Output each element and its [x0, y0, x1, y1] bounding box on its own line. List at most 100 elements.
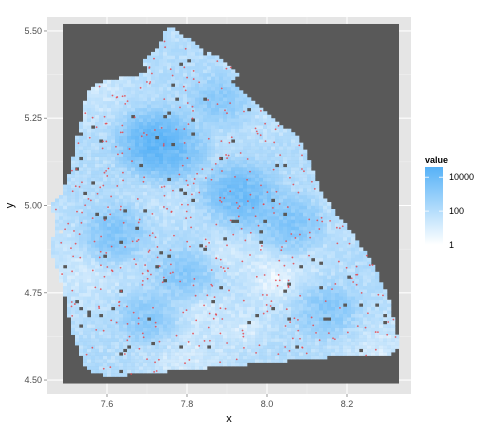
- heatmap-cell: [107, 143, 111, 147]
- heatmap-cell: [71, 181, 75, 185]
- heatmap-cell: [127, 153, 131, 157]
- heatmap-cell: [311, 268, 315, 272]
- heatmap-cell: [271, 118, 275, 122]
- heatmap-cell: [175, 192, 179, 196]
- heatmap-cell: [219, 111, 223, 115]
- heatmap-cell: [279, 181, 283, 185]
- heatmap-cell: [211, 342, 215, 346]
- heatmap-cell: [91, 164, 95, 168]
- heatmap-cell: [199, 83, 203, 87]
- heatmap-cell: [255, 181, 259, 185]
- heatmap-cell: [211, 118, 215, 122]
- heatmap-cell: [215, 233, 219, 237]
- heatmap-cell: [75, 192, 79, 196]
- heatmap-cell: [215, 136, 219, 140]
- heatmap-cell: [159, 195, 163, 199]
- heatmap-cell: [219, 164, 223, 168]
- heatmap-cell: [259, 261, 263, 265]
- heatmap-cell: [107, 310, 111, 314]
- heatmap-cell: [231, 342, 235, 346]
- heatmap-cell: [159, 97, 163, 101]
- heatmap-cell: [91, 97, 95, 101]
- heatmap-cell: [79, 349, 83, 353]
- heatmap-cell: [271, 261, 275, 265]
- heatmap-cell: [311, 275, 315, 279]
- heatmap-cell: [235, 324, 239, 328]
- heatmap-cell: [171, 101, 175, 105]
- heatmap-cell: [291, 244, 295, 248]
- heatmap-cell: [207, 352, 211, 356]
- heatmap-cell: [283, 261, 287, 265]
- heatmap-cell: [87, 324, 91, 328]
- heatmap-cell: [179, 212, 183, 216]
- heatmap-cell: [259, 324, 263, 328]
- heatmap-cell: [235, 345, 239, 349]
- heatmap-cell: [151, 349, 155, 353]
- heatmap-cell: [119, 275, 123, 279]
- heatmap-cell: [123, 282, 127, 286]
- heatmap-cell: [235, 289, 239, 293]
- heatmap-cell: [223, 356, 227, 360]
- heatmap-cell: [187, 233, 191, 237]
- heatmap-cell: [139, 153, 143, 157]
- heatmap-cell: [235, 317, 239, 321]
- heatmap-cell: [299, 174, 303, 178]
- heatmap-cell: [119, 216, 123, 220]
- heatmap-cell: [91, 359, 95, 363]
- heatmap-cell: [151, 216, 155, 220]
- heatmap-cell: [283, 254, 287, 258]
- heatmap-cell: [215, 125, 219, 129]
- heatmap-cell: [103, 258, 107, 262]
- heatmap-cell: [207, 300, 211, 304]
- heatmap-cell: [187, 118, 191, 122]
- heatmap-cell: [279, 195, 283, 199]
- heatmap-cell: [91, 139, 95, 143]
- heatmap-cell: [83, 244, 87, 248]
- heatmap-cell: [187, 279, 191, 283]
- heatmap-cell: [59, 195, 63, 199]
- heatmap-cell: [263, 223, 267, 227]
- heatmap-cell: [99, 178, 103, 182]
- heatmap-cell: [255, 230, 259, 234]
- heatmap-cell: [307, 345, 311, 349]
- heatmap-cell: [215, 209, 219, 213]
- heatmap-cell: [239, 202, 243, 206]
- heatmap-cell: [207, 195, 211, 199]
- heatmap-cell: [155, 73, 159, 77]
- heatmap-cell: [179, 261, 183, 265]
- heatmap-cell: [139, 202, 143, 206]
- heatmap-cell: [171, 55, 175, 59]
- heatmap-cell: [235, 164, 239, 168]
- heatmap-cell: [215, 143, 219, 147]
- heatmap-cell: [91, 356, 95, 360]
- heatmap-cell: [191, 129, 195, 133]
- heatmap-cell: [183, 41, 187, 45]
- heatmap-cell: [167, 268, 171, 272]
- heatmap-cell: [107, 101, 111, 105]
- heatmap-cell: [131, 108, 135, 112]
- heatmap-cell: [111, 226, 115, 230]
- heatmap-cell: [183, 296, 187, 300]
- heatmap-cell: [191, 90, 195, 94]
- heatmap-cell: [203, 76, 207, 80]
- heatmap-cell: [235, 143, 239, 147]
- heatmap-cell: [191, 101, 195, 105]
- heatmap-cell: [191, 83, 195, 87]
- heatmap-cell: [259, 178, 263, 182]
- heatmap-cell: [175, 240, 179, 244]
- heatmap-cell: [123, 251, 127, 255]
- heatmap-cell: [219, 223, 223, 227]
- heatmap-cell: [239, 192, 243, 196]
- heatmap-cell: [75, 310, 79, 314]
- heatmap-cell: [143, 62, 147, 66]
- heatmap-cell: [123, 115, 127, 119]
- heatmap-cell: [63, 230, 67, 234]
- heatmap-cell: [159, 104, 163, 108]
- heatmap-cell: [303, 244, 307, 248]
- heatmap-cell: [163, 199, 167, 203]
- heatmap-cell: [243, 118, 247, 122]
- heatmap-cell: [167, 108, 171, 112]
- heatmap-cell: [151, 62, 155, 66]
- heatmap-cell: [111, 115, 115, 119]
- heatmap-cell: [307, 286, 311, 290]
